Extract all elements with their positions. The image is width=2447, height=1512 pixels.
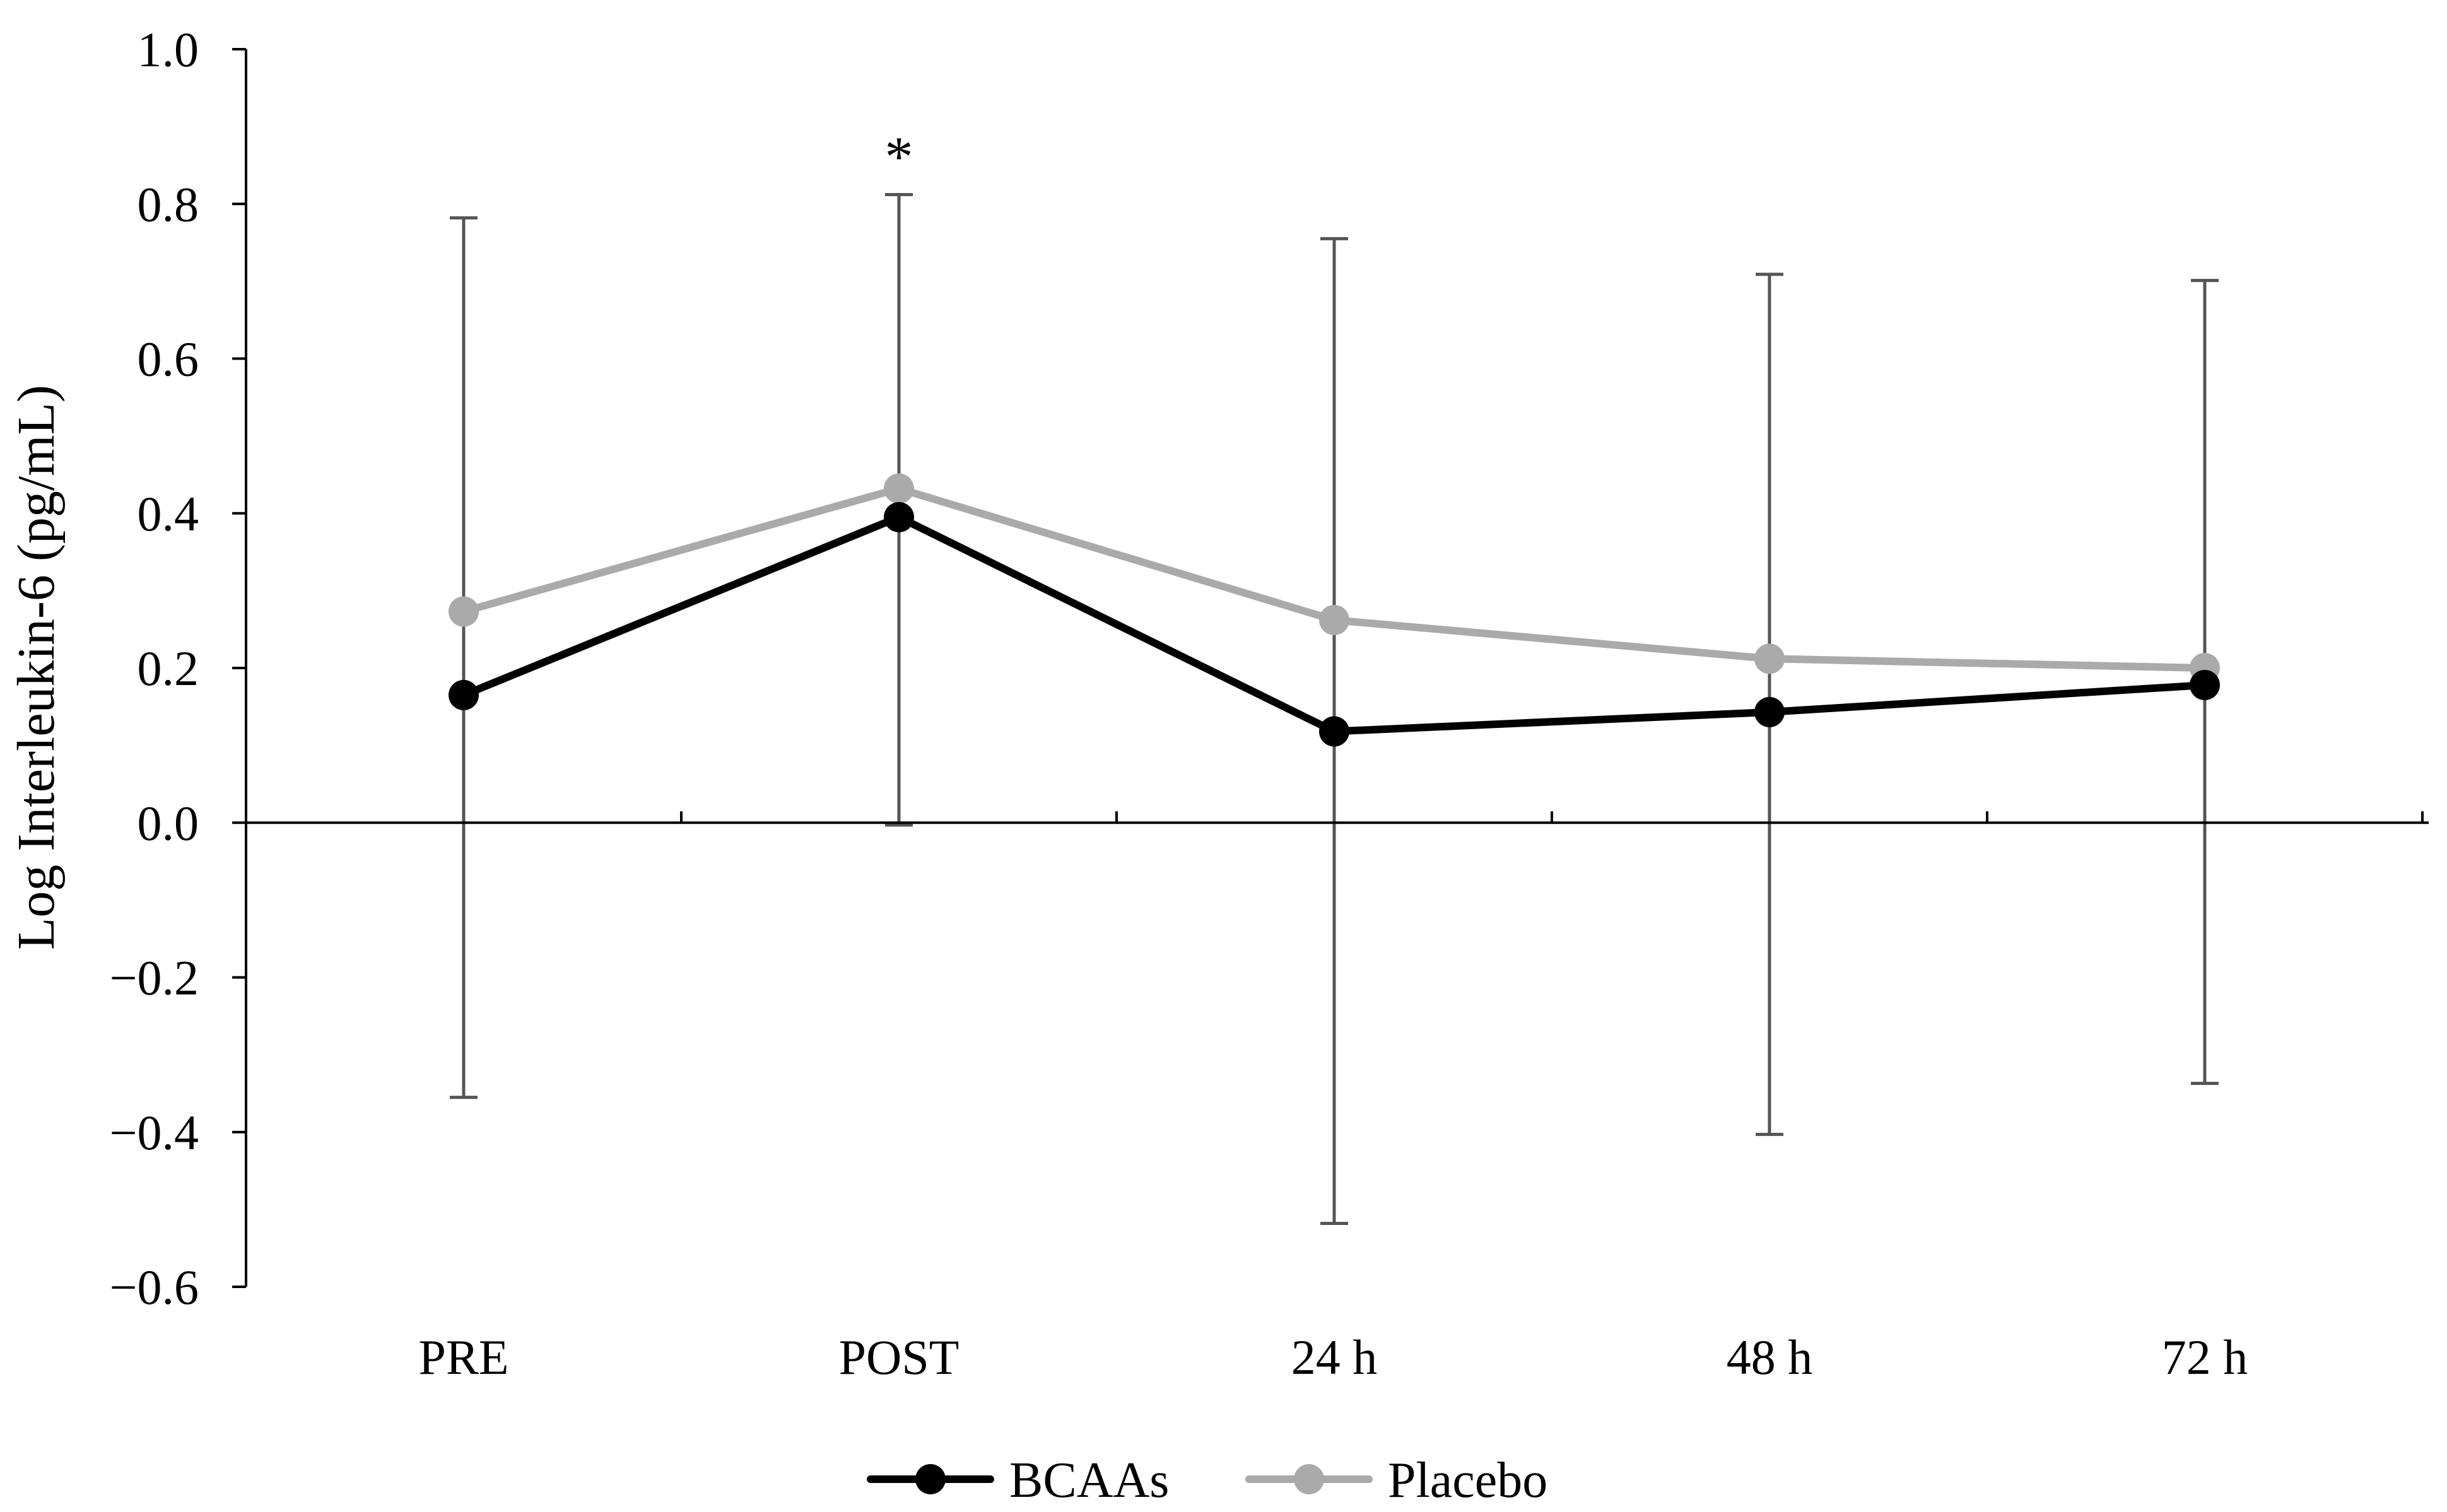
data-point-placebo [449,596,479,627]
y-tick-label: −0.4 [110,1105,199,1160]
y-tick-label: 1.0 [138,22,199,77]
y-tick-label: −0.2 [110,951,199,1005]
y-tick-label: 0.4 [138,486,199,541]
legend-marker-placebo [1294,1464,1324,1494]
legend-label-bcaas: BCAAs [1009,1453,1169,1508]
y-tick-label: 0.2 [138,641,199,696]
annotations: * [885,126,913,189]
data-point-bcaas [449,679,479,710]
legend-marker-bcaas [915,1464,946,1494]
data-point-placebo [1754,643,1785,674]
y-axis-title: Log Interleukin-6 (pg/mL) [7,385,66,950]
x-tick-labels: PRE POST 24 h 48 h 72 h [418,1330,2248,1385]
y-tick-label: 0.8 [138,177,199,231]
significance-marker: * [885,126,913,189]
x-tick-label: 24 h [1291,1330,1378,1385]
x-tick-label: 48 h [1727,1330,1813,1385]
data-point-placebo [1319,604,1349,635]
x-tick-label: 72 h [2162,1330,2248,1385]
y-tick-label: −0.6 [110,1260,199,1315]
legend: BCAAs Placebo [867,1453,1547,1508]
axes [232,48,2429,1288]
x-tick-label: POST [839,1330,959,1385]
data-point-bcaas [1319,716,1349,747]
data-point-bcaas [1754,696,1785,727]
y-tick-label: 0.6 [138,332,199,387]
y-tick-label: 0.0 [138,795,199,850]
data-point-bcaas [2190,669,2220,700]
series-group [449,473,2220,747]
x-tick-label: PRE [418,1330,508,1385]
y-tick-labels: −0.6 −0.4 −0.2 0.0 0.2 0.4 0.6 0.8 1.0 [110,22,199,1315]
data-point-bcaas [884,501,914,532]
legend-label-placebo: Placebo [1388,1453,1547,1508]
data-point-placebo [884,473,914,504]
